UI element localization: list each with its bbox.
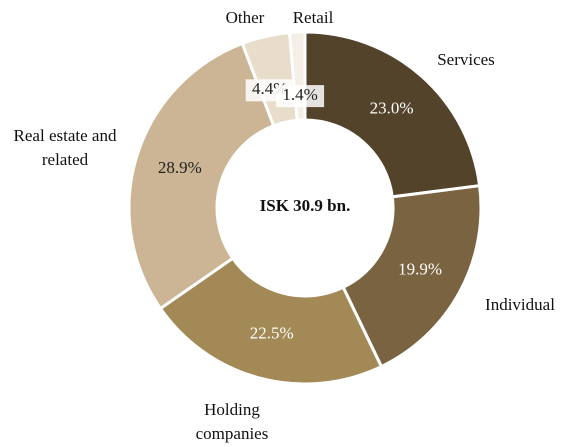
value-label: 19.9% (398, 259, 442, 278)
category-label: Services (437, 50, 495, 69)
value-label: 1.4% (282, 85, 317, 104)
center-label: ISK 30.9 bn. (260, 196, 351, 215)
donut-slice (158, 256, 384, 386)
category-label: Holding companies (195, 400, 269, 443)
category-label: Real estate and related (13, 126, 117, 169)
donut-slice (341, 184, 483, 369)
category-label: Individual (485, 295, 555, 314)
donut-slice (127, 41, 276, 311)
value-label-bg (276, 85, 325, 108)
category-label: Retail (292, 8, 334, 27)
value-label: 23.0% (370, 99, 414, 118)
donut-slice (303, 30, 482, 199)
value-label: 28.9% (158, 158, 202, 177)
category-label: Other (225, 8, 265, 27)
value-label: 22.5% (250, 324, 294, 343)
